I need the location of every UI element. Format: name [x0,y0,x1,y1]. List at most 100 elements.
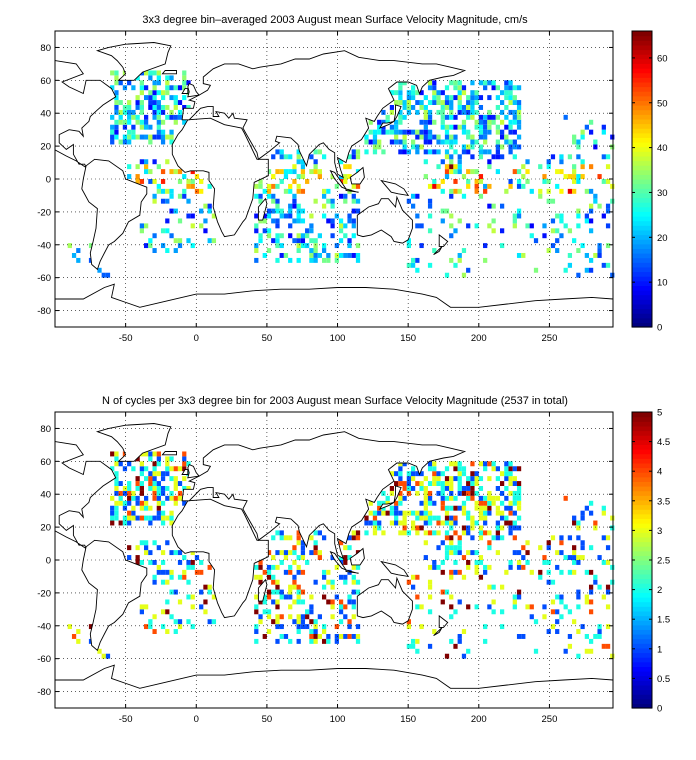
data-bin [271,183,276,189]
data-bin [546,579,551,585]
data-bin [127,486,132,491]
data-bin [127,164,132,170]
data-bin [148,70,153,76]
data-bin [347,154,352,160]
data-bin [538,164,543,170]
data-bin [165,248,170,253]
data-bin [419,481,424,486]
data-bin [406,243,411,249]
data-bin [588,648,594,654]
data-bin [317,634,322,639]
data-bin [127,129,132,135]
colorbar-tick-label: 4.5 [657,437,670,448]
data-bin [521,634,526,639]
data-bin [474,564,479,570]
data-bin [559,535,564,541]
data-bin [406,109,411,115]
data-bin [457,535,462,541]
data-bin [453,95,458,101]
x-tick-label: 250 [542,714,558,725]
data-bin [470,471,475,477]
data-bin [114,75,119,81]
data-bin [156,124,161,130]
data-bin [254,193,259,199]
data-bin [313,540,318,546]
colorbar-swatch [632,435,652,441]
data-bin [402,481,407,486]
data-bin [449,481,454,486]
data-bin [427,466,433,472]
data-bin [343,174,348,179]
data-bin [512,481,517,486]
data-bin [321,248,327,253]
data-bin [436,515,441,521]
data-bin [160,560,166,565]
data-bin [457,505,462,511]
colorbar-tick-label: 0.5 [657,674,670,685]
data-bin [495,149,500,155]
coastline [438,233,449,247]
data-bin [483,85,488,91]
data-bin [139,604,144,610]
data-bin [165,75,170,81]
data-bin [135,119,140,125]
data-bin [313,149,318,155]
data-bin [508,129,513,135]
data-bin [258,564,263,570]
data-bin [516,253,522,258]
data-bin [173,476,178,482]
data-bin [88,624,94,630]
data-bin [296,569,301,575]
data-bin [186,80,191,86]
data-bin [152,451,157,457]
data-bin [169,233,174,239]
data-bin [152,233,157,239]
data-bin [131,124,136,130]
data-bin [423,515,428,521]
data-bin [194,555,200,560]
data-bin [76,638,81,644]
data-bin [504,495,509,501]
data-bin [453,466,458,472]
data-bin [555,238,560,244]
data-bin [457,154,462,160]
data-bin [296,614,301,620]
data-bin [266,183,272,189]
data-bin [487,476,492,482]
data-bin [410,105,416,110]
data-bin [499,228,505,234]
data-bin [415,604,420,610]
colorbar-tick-label: 5 [657,408,662,419]
data-bin [427,100,433,105]
data-bin [461,248,467,253]
colorbar-swatch [632,444,652,450]
data-bin [453,530,458,536]
data-bin [127,520,132,526]
data-bin [444,530,450,536]
data-bin [436,530,441,536]
data-bin [410,471,416,477]
data-bin [110,505,115,511]
data-bin [114,490,119,496]
data-bin [266,213,272,219]
colorbar-swatch [632,280,652,286]
y-tick-label: -80 [37,687,51,698]
data-bin [432,85,437,91]
data-bin [177,490,183,496]
data-bin [203,584,208,590]
data-bin [355,634,361,639]
data-bin [508,471,513,477]
colorbar-tick-label: 3 [657,526,662,537]
coastline [356,195,413,244]
data-bin [313,579,318,585]
data-bin [457,80,462,86]
data-bin [419,144,424,150]
data-bin [160,109,166,115]
coastline [181,431,467,560]
data-bin [512,599,517,605]
data-bin [427,510,433,516]
colorbar-swatch [632,44,652,51]
data-bin [487,203,492,209]
data-bin [169,95,174,101]
data-bin [139,500,144,506]
